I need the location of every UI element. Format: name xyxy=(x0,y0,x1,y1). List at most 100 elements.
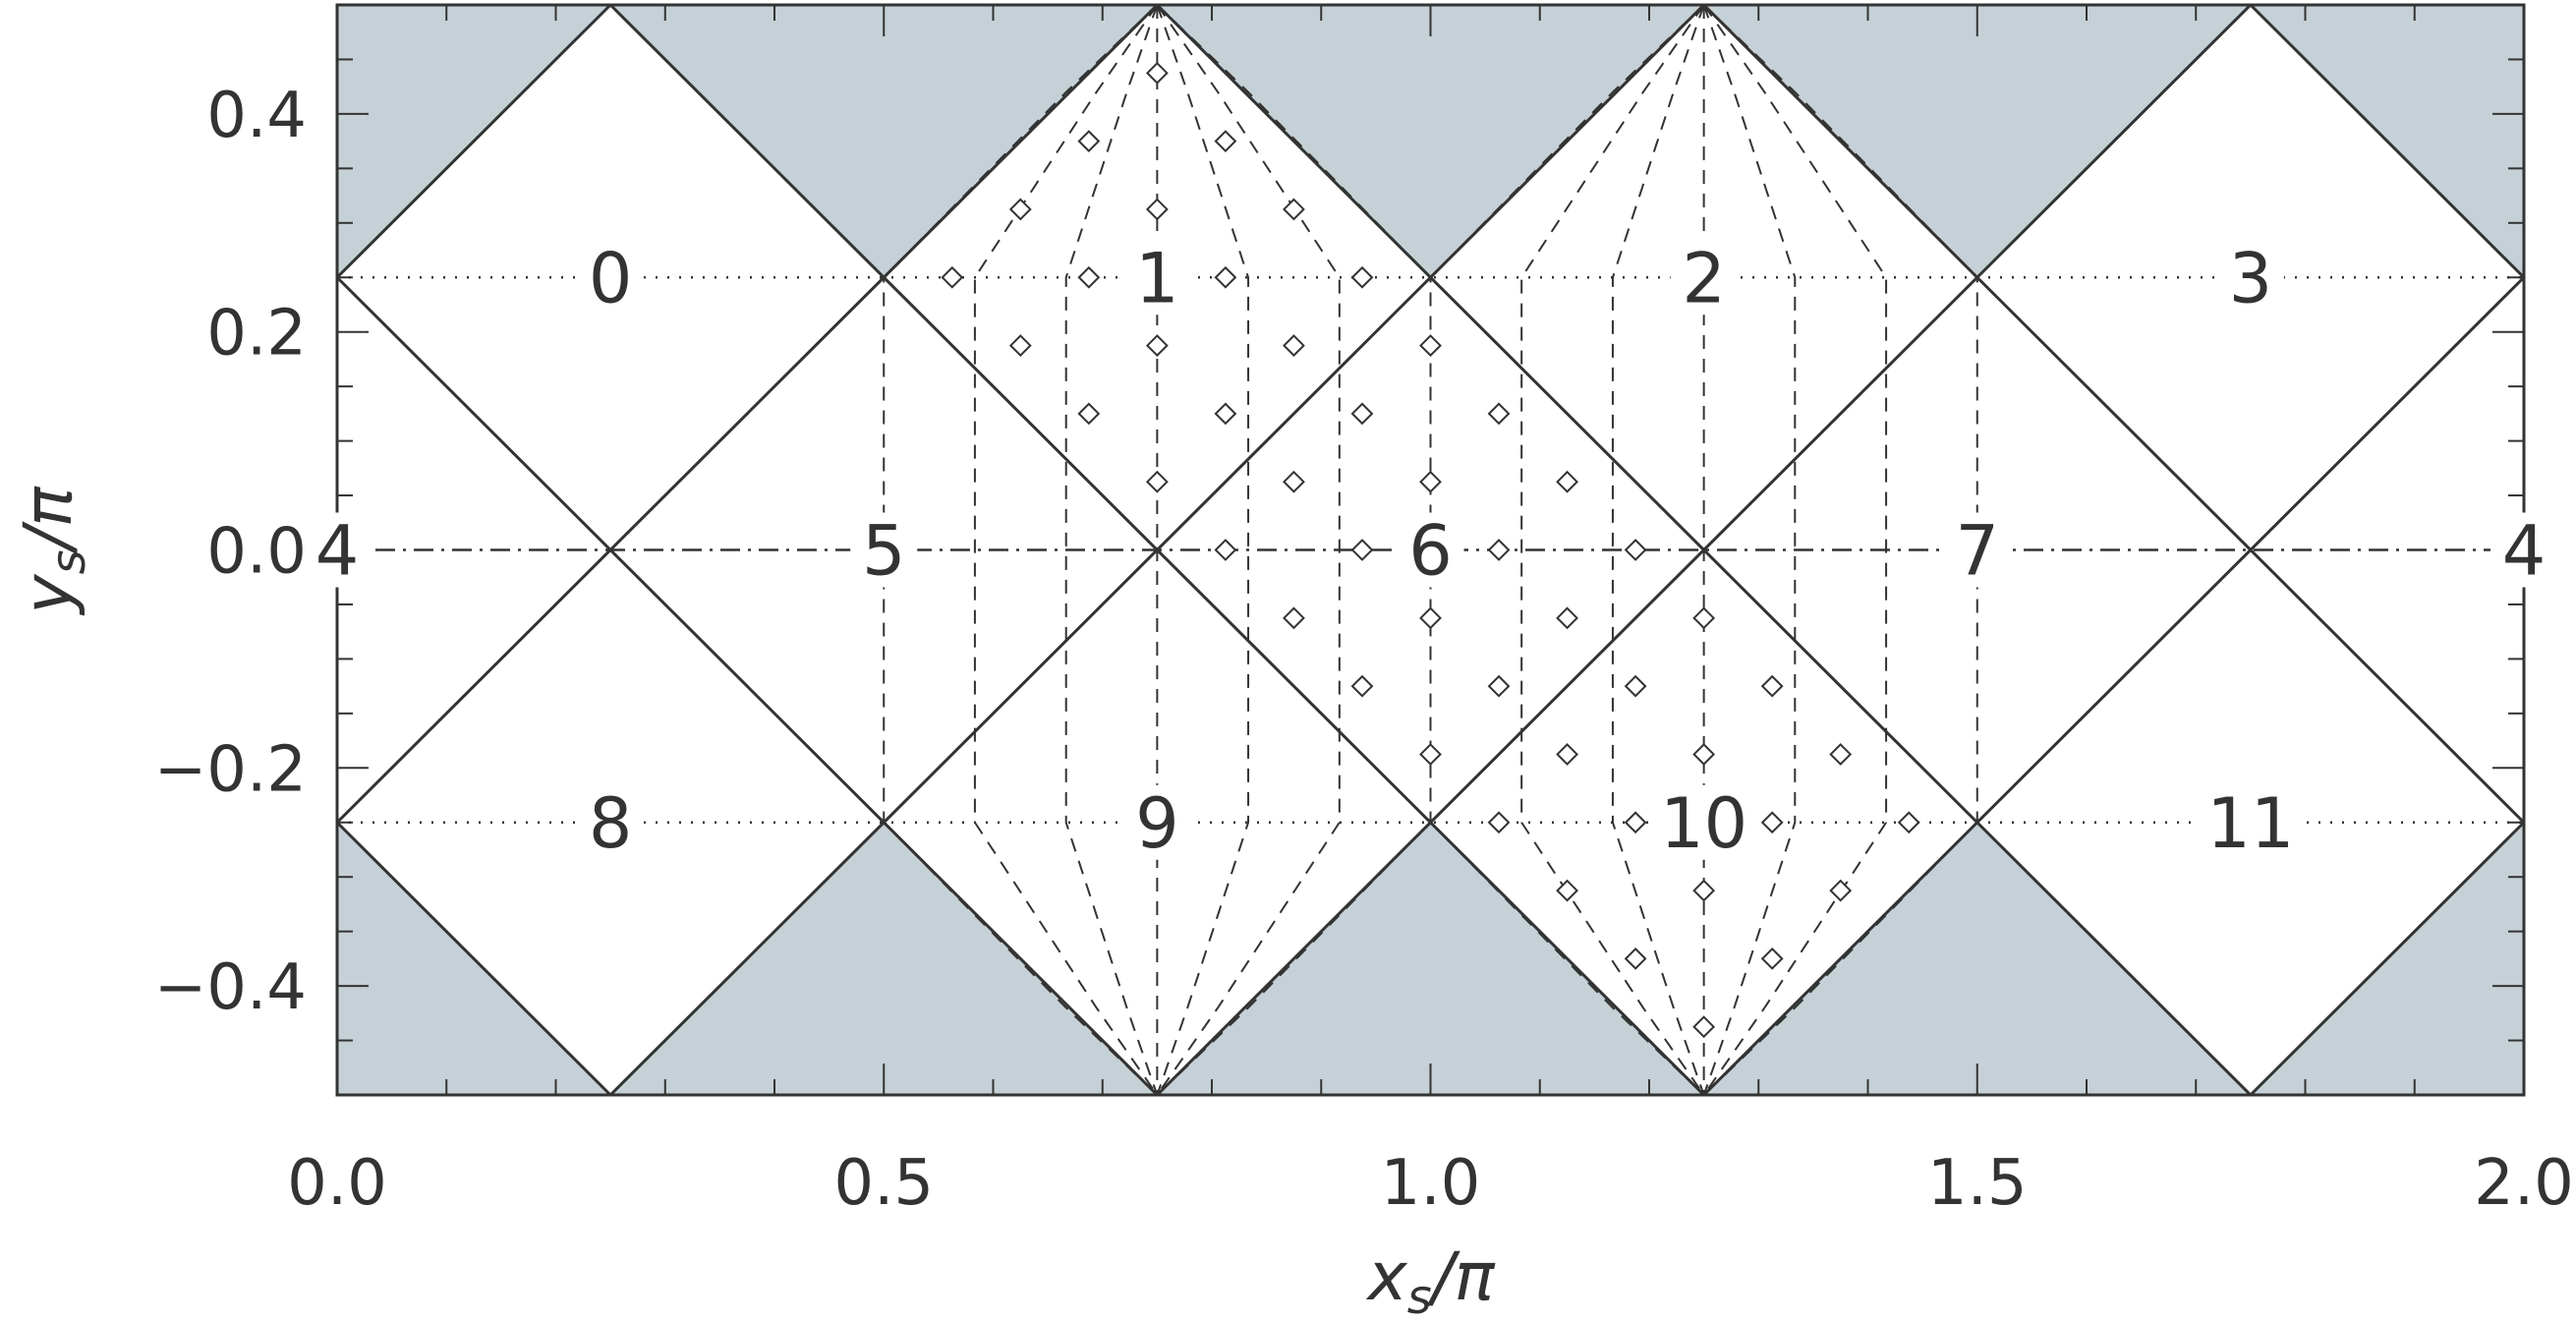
subdivision-lines xyxy=(883,4,1978,1096)
diamond-marker xyxy=(1487,674,1511,698)
diamond-marker xyxy=(1350,539,1374,561)
x-tick-label: 1.0 xyxy=(1381,1147,1481,1220)
diamond-marker xyxy=(1283,606,1305,630)
diamond-marker xyxy=(1556,743,1578,766)
subdivision-line xyxy=(1156,4,1432,1096)
diamond-marker xyxy=(1897,811,1920,834)
y-tick-label: 0.0 xyxy=(206,516,307,589)
y-tick-label: −0.2 xyxy=(154,733,307,806)
diamond-marker xyxy=(1556,470,1578,493)
tick-labels: 0.0 0.5 1.0 1.5 2.0 −0.4 −0.2 0.0 0.2 0.4 xyxy=(154,80,2574,1220)
diamond-marker xyxy=(1350,674,1374,698)
diamond-marker xyxy=(1350,265,1374,289)
x-axis-title: xs/π xyxy=(1365,1238,1495,1322)
diamond-marker xyxy=(1692,879,1716,902)
diamond-marker xyxy=(1283,470,1305,493)
diamond-marker xyxy=(1145,61,1169,85)
subdivision-line xyxy=(1156,4,1250,1096)
tile-boundary xyxy=(1156,3,2252,1097)
subdivision-line xyxy=(1520,4,1705,1096)
diamond-marker xyxy=(1829,743,1853,766)
region-label: 7 xyxy=(1955,511,1999,592)
region-label-bg xyxy=(850,512,918,588)
diamond-marker xyxy=(1624,539,1647,561)
shaded-triangle xyxy=(1703,5,2251,278)
diamond-marker xyxy=(1419,334,1442,357)
region-label-bg xyxy=(1648,784,1759,860)
subdivision-line xyxy=(1064,4,1159,1096)
x-tick-label: 0.5 xyxy=(833,1147,934,1220)
y-tick-label: 0.2 xyxy=(206,298,307,371)
diamond-marker xyxy=(1419,470,1442,493)
tile-boundary xyxy=(1702,276,2526,1097)
shaded-triangle xyxy=(1703,822,2251,1095)
tile-boundary xyxy=(335,821,612,1097)
region-label: 0 xyxy=(589,238,633,318)
diamond-marker xyxy=(1556,879,1578,902)
diamond-marker xyxy=(1487,402,1511,426)
diamond-marker xyxy=(1419,743,1442,766)
x-tick-label: 2.0 xyxy=(2474,1147,2574,1220)
diamond-marker xyxy=(1077,402,1101,426)
dotted-lines xyxy=(337,276,2524,824)
shaded-triangle xyxy=(610,822,1158,1095)
tile-boundary xyxy=(609,3,1705,1097)
region-label-bg xyxy=(2195,784,2306,860)
subdivision-line xyxy=(1429,4,1705,1096)
diamond-marker xyxy=(1760,947,1784,970)
diamond-marker xyxy=(1145,198,1169,221)
diamond-marker xyxy=(1077,265,1101,289)
diamond-marker xyxy=(1283,334,1305,357)
region-label: 6 xyxy=(1408,511,1453,592)
tile-boundary xyxy=(335,276,1159,1097)
shaded-triangle xyxy=(610,5,1158,278)
diamond-marker xyxy=(1214,130,1237,153)
diamond-marker xyxy=(1487,811,1511,834)
shaded-triangle xyxy=(1157,5,1704,278)
tile-boundary xyxy=(2249,821,2526,1097)
region-label: 4 xyxy=(315,511,360,592)
diamond-marker xyxy=(1419,606,1442,630)
x-tick-label: 0.0 xyxy=(287,1147,387,1220)
region-label: 1 xyxy=(1135,238,1179,318)
region-label: 8 xyxy=(589,783,633,864)
region-label-bg xyxy=(2216,240,2284,316)
region-label: 11 xyxy=(2206,783,2294,864)
diamond-marker xyxy=(1624,947,1647,970)
shaded-triangle xyxy=(1157,822,1704,1095)
subdivision-line xyxy=(883,4,1159,1096)
region-label-bg xyxy=(1670,240,1738,316)
region-label-bg xyxy=(1123,240,1191,316)
diamond-marker xyxy=(941,265,964,289)
region-label: 4 xyxy=(2502,511,2547,592)
tile-boundary xyxy=(2249,3,2526,279)
subdivision-line xyxy=(1702,4,1978,1096)
diamond-marker xyxy=(1214,265,1237,289)
diamond-marker xyxy=(1214,402,1237,426)
diamond-marker xyxy=(1008,198,1032,221)
diamond-marker xyxy=(1692,606,1716,630)
diamond-marker xyxy=(1692,1015,1716,1039)
tile-boundary xyxy=(1702,3,2526,824)
region-label: 3 xyxy=(2229,238,2273,318)
subdivision-line xyxy=(1702,4,1797,1096)
diamond-marker xyxy=(1145,470,1169,493)
region-label: 9 xyxy=(1135,783,1179,864)
diamond-marker xyxy=(1283,198,1305,221)
region-label-bg xyxy=(1943,512,2011,588)
region-label: 2 xyxy=(1682,238,1726,318)
y-tick-label: 0.4 xyxy=(206,80,307,152)
diamond-marker xyxy=(1487,539,1511,561)
x-tick-label: 1.5 xyxy=(1927,1147,2028,1220)
tile-boundary xyxy=(335,3,1159,824)
tile-boundary xyxy=(335,3,612,279)
diamond-marker xyxy=(1624,811,1647,834)
region-label-bg xyxy=(577,784,645,860)
diamond-marker xyxy=(1350,402,1374,426)
diamond-marker xyxy=(1760,674,1784,698)
diamond-marker xyxy=(1829,879,1853,902)
y-axis-title: ys/π xyxy=(10,486,96,615)
region-label-bg xyxy=(2490,512,2557,588)
region-label-bg xyxy=(1397,512,1464,588)
